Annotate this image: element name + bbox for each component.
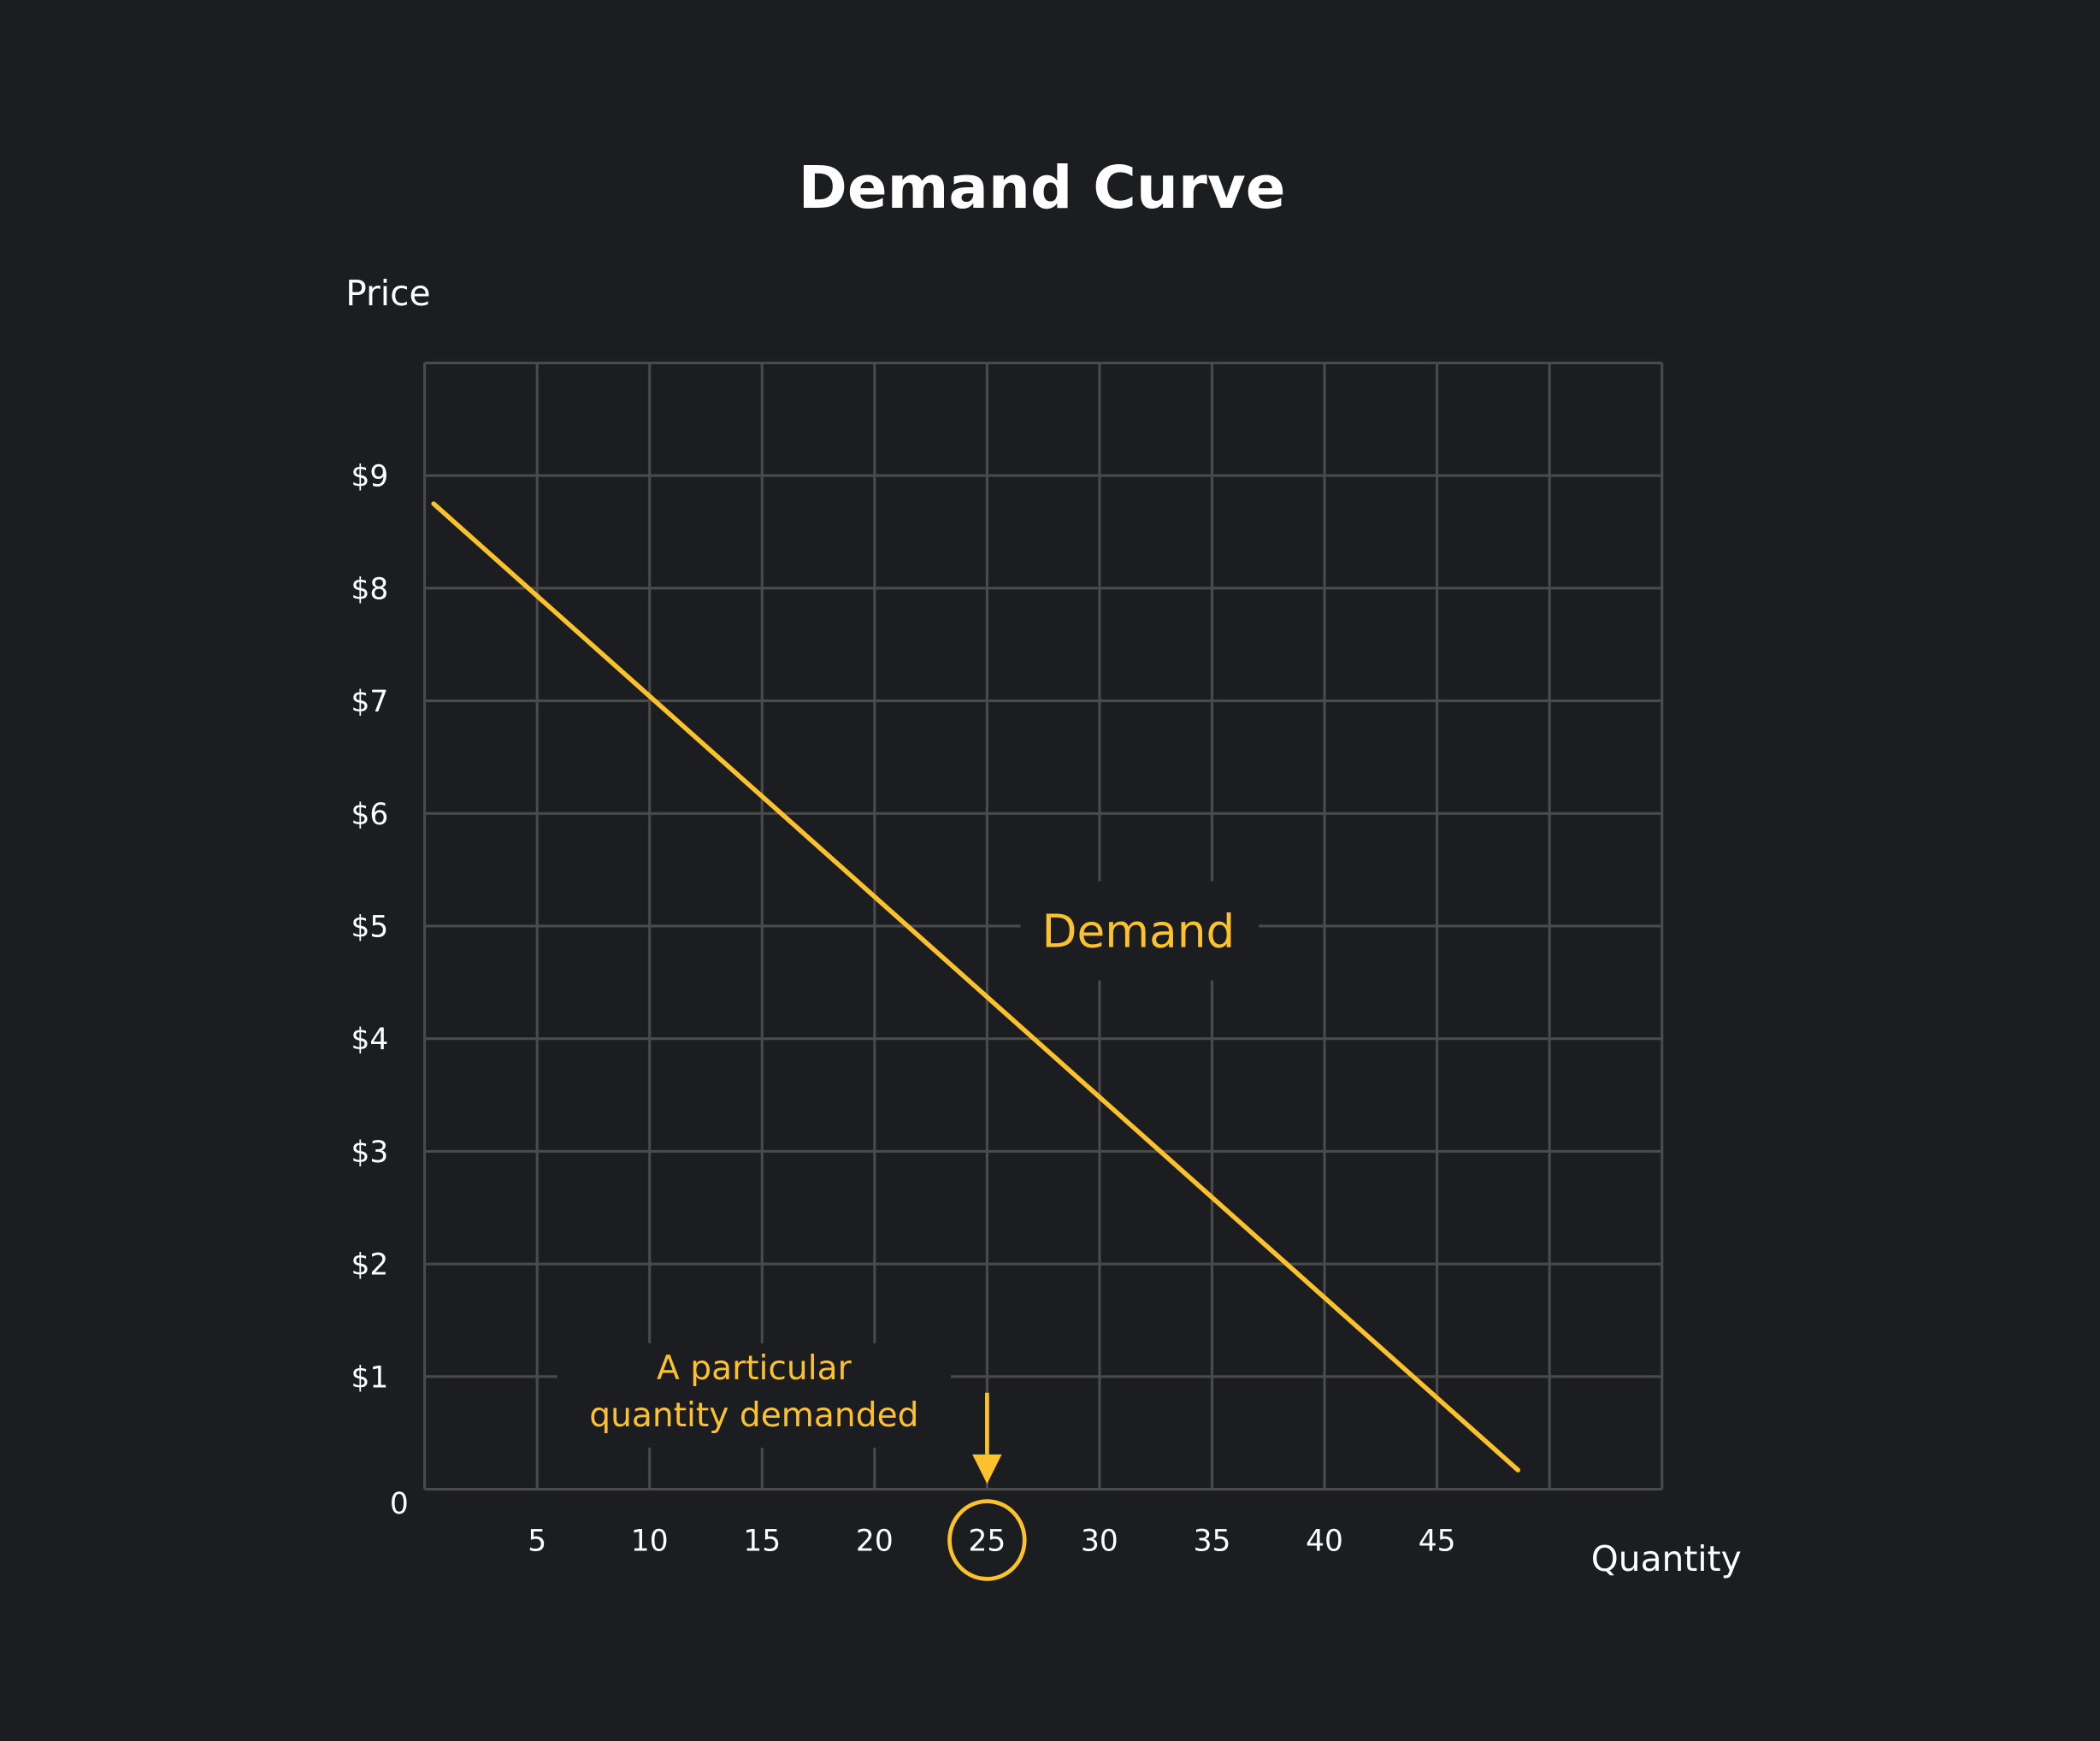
demand-label-backdrop xyxy=(1020,881,1259,981)
y-tick-label: $7 xyxy=(351,685,388,719)
demand-line xyxy=(431,501,1521,1472)
y-tick-label: $4 xyxy=(351,1023,388,1057)
y-tick-label: $5 xyxy=(351,911,388,945)
annotation-line-1: A particular xyxy=(657,1349,852,1388)
chart-title: Demand Curve xyxy=(799,154,1286,222)
x-axis-label: Quantity xyxy=(1591,1538,1742,1579)
x-tick-label: 40 xyxy=(1306,1525,1343,1559)
y-tick-label: $6 xyxy=(351,798,388,832)
x-tick-label: 10 xyxy=(631,1525,669,1559)
tick-labels: 5 10 15 20 25 30 35 40 45 0 $1 $2 $3 $4 $5 $6 $7 $8 $9 xyxy=(351,460,1455,1559)
y-tick-label: $8 xyxy=(351,572,388,606)
annotation-backdrop xyxy=(557,1343,952,1449)
y-axis-label: Price xyxy=(345,273,430,314)
x-tick-label: 35 xyxy=(1194,1525,1231,1559)
x-tick-label: 25 xyxy=(968,1525,1006,1559)
y-tick-label: $9 xyxy=(351,460,388,494)
x-tick-label: 20 xyxy=(856,1525,894,1559)
y-tick-label: $1 xyxy=(351,1360,388,1395)
x-tick-label: 15 xyxy=(743,1525,781,1559)
x-tick-label: 30 xyxy=(1081,1525,1118,1559)
annotations: Demand A particular quantity demanded xyxy=(557,881,1259,1581)
y-tick-label: 0 xyxy=(390,1487,409,1521)
series-layer xyxy=(431,501,1521,1472)
demand-series-label: Demand xyxy=(1041,905,1235,958)
highlight-circle xyxy=(947,1499,1027,1581)
x-tick-label: 45 xyxy=(1419,1525,1456,1559)
x-tick-label: 5 xyxy=(528,1525,546,1559)
annotation-line-2: quantity demanded xyxy=(589,1396,918,1435)
y-tick-label: $3 xyxy=(351,1136,388,1170)
y-tick-label: $2 xyxy=(351,1248,388,1283)
arrow-down-icon xyxy=(972,1454,1002,1484)
